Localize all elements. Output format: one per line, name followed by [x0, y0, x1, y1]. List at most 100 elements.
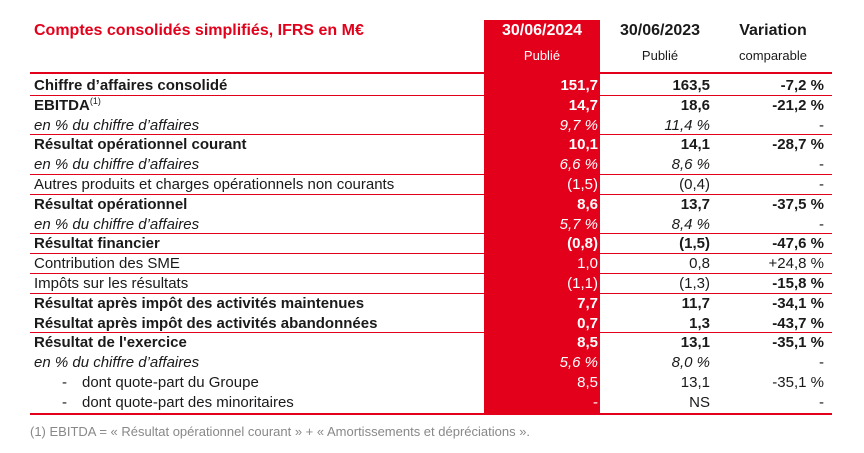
- row-label: dont quote-part du Groupe: [82, 373, 259, 391]
- row-label-text: EBITDA: [34, 96, 90, 114]
- row-label: Contribution des SME: [34, 255, 180, 273]
- value-variation: +24,8 %: [768, 255, 824, 273]
- value-variation: -47,6 %: [772, 235, 824, 253]
- value-2024: 6,6 %: [559, 156, 598, 174]
- financial-table: Chiffre d’affaires consolidé 151,7 163,5…: [30, 76, 832, 413]
- value-2024: -: [593, 393, 598, 411]
- row-label: Résultat de l'exercice: [34, 334, 187, 352]
- value-2023: 163,5: [672, 77, 710, 94]
- value-variation: -: [819, 215, 824, 233]
- value-variation: -21,2 %: [772, 96, 824, 114]
- col-subheader-2024: Publié: [523, 48, 561, 63]
- row-label: Résultat opérationnel: [34, 195, 188, 213]
- col-subheader-2023: Publié: [641, 48, 679, 63]
- table-top-rule: [30, 72, 832, 74]
- table-row: en % du chiffre d’affaires 9,7 % 11,4 % …: [30, 116, 832, 136]
- value-variation: -7,2 %: [780, 77, 824, 94]
- value-2023: (1,3): [679, 274, 710, 292]
- row-dash: -: [62, 373, 67, 391]
- table-row: - dont quote-part des minoritaires - NS …: [30, 393, 832, 413]
- table-row: Impôts sur les résultats (1,1) (1,3) -15…: [30, 274, 832, 294]
- value-variation: -28,7 %: [772, 136, 824, 154]
- col-header-2023: 30/06/2023: [619, 22, 701, 39]
- value-2023: 13,1: [680, 373, 710, 391]
- row-label: Résultat opérationnel courant: [34, 136, 247, 154]
- footnote-ref: (1): [89, 95, 101, 106]
- value-2023: 13,7: [680, 195, 710, 213]
- value-2024: 14,7: [568, 96, 598, 114]
- value-variation: -35,1 %: [772, 334, 824, 352]
- value-2024: 10,1: [568, 136, 598, 154]
- table-row: Autres produits et charges opérationnels…: [30, 175, 832, 195]
- value-2024: (1,5): [567, 175, 598, 193]
- value-2024: (1,1): [567, 274, 598, 292]
- value-variation: -: [819, 175, 824, 193]
- value-2023: 11,4 %: [664, 116, 710, 134]
- col-subheader-variation: comparable: [739, 48, 807, 63]
- row-label: EBITDA(1): [34, 96, 101, 116]
- value-2024: 9,7 %: [559, 116, 598, 134]
- table-title: Comptes consolidés simplifiés, IFRS en M…: [34, 22, 364, 39]
- value-2024: 151,7: [560, 77, 598, 94]
- value-variation: -: [819, 156, 824, 174]
- col-header-variation: Variation: [739, 22, 807, 39]
- value-2023: NS: [689, 393, 710, 411]
- value-2024: 8,6: [577, 195, 598, 213]
- value-variation: -35,1 %: [772, 373, 824, 391]
- row-label: en % du chiffre d’affaires: [34, 215, 200, 233]
- value-2024: (0,8): [567, 235, 598, 253]
- value-2023: 11,7: [681, 294, 710, 312]
- table-row: Chiffre d’affaires consolidé 151,7 163,5…: [30, 76, 832, 96]
- table-row: EBITDA(1) 14,7 18,6 -21,2 %: [30, 96, 832, 116]
- table-row: Résultat après impôt des activités aband…: [30, 314, 832, 334]
- value-variation: -43,7 %: [772, 314, 824, 332]
- row-label: Impôts sur les résultats: [34, 274, 189, 292]
- value-2024: 7,7: [577, 294, 598, 312]
- table-row: Contribution des SME 1,0 0,8 +24,8 %: [30, 254, 832, 274]
- row-label: dont quote-part des minoritaires: [82, 393, 294, 411]
- value-2024: 1,0: [577, 255, 598, 273]
- value-2024: 5,7 %: [559, 215, 598, 233]
- value-2024: 5,6 %: [559, 354, 598, 372]
- col-header-2024: 30/06/2024: [501, 22, 583, 39]
- value-2023: 1,3: [689, 314, 710, 332]
- value-2023: 8,0 %: [671, 354, 710, 372]
- row-label: en % du chiffre d’affaires: [34, 116, 200, 134]
- highlight-column: [484, 20, 600, 413]
- table-row: Résultat après impôt des activités maint…: [30, 294, 832, 314]
- value-2023: 14,1: [680, 136, 710, 154]
- table-row: en % du chiffre d’affaires 5,6 % 8,0 % -: [30, 353, 832, 373]
- row-label: Résultat après impôt des activités aband…: [34, 314, 378, 332]
- value-variation: -15,8 %: [772, 274, 824, 292]
- row-label: en % du chiffre d’affaires: [34, 354, 200, 372]
- table-row: - dont quote-part du Groupe 8,5 13,1 -35…: [30, 373, 832, 393]
- value-2024: 8,5: [577, 334, 598, 352]
- value-2024: 0,7: [577, 314, 598, 332]
- value-variation: -34,1 %: [772, 294, 824, 312]
- table-row: Résultat opérationnel 8,6 13,7 -37,5 %: [30, 195, 832, 215]
- row-label: Autres produits et charges opérationnels…: [34, 175, 395, 193]
- row-label: Chiffre d’affaires consolidé: [34, 77, 228, 94]
- row-label: Résultat financier: [34, 235, 160, 253]
- value-2023: 13,1: [680, 334, 710, 352]
- value-variation: -37,5 %: [772, 195, 824, 213]
- value-2023: 8,6 %: [671, 156, 710, 174]
- value-2023: (1,5): [679, 235, 710, 253]
- row-label: en % du chiffre d’affaires: [34, 156, 200, 174]
- row-label: Résultat après impôt des activités maint…: [34, 294, 365, 312]
- table-row: Résultat de l'exercice 8,5 13,1 -35,1 %: [30, 333, 832, 353]
- value-2023: 18,6: [680, 96, 710, 114]
- value-2023: 0,8: [689, 255, 710, 273]
- value-2023: (0,4): [679, 175, 710, 193]
- value-2023: 8,4 %: [671, 215, 710, 233]
- value-variation: -: [819, 393, 824, 411]
- table-bottom-rule: [30, 413, 832, 415]
- table-row: en % du chiffre d’affaires 6,6 % 8,6 % -: [30, 155, 832, 175]
- footnote: (1) EBITDA = « Résultat opérationnel cou…: [30, 424, 531, 439]
- value-variation: -: [819, 354, 824, 372]
- value-2024: 8,5: [577, 373, 598, 391]
- table-row: en % du chiffre d’affaires 5,7 % 8,4 % -: [30, 215, 832, 235]
- table-row: Résultat financier (0,8) (1,5) -47,6 %: [30, 234, 832, 255]
- table-row: Résultat opérationnel courant 10,1 14,1 …: [30, 135, 832, 155]
- value-variation: -: [819, 116, 824, 134]
